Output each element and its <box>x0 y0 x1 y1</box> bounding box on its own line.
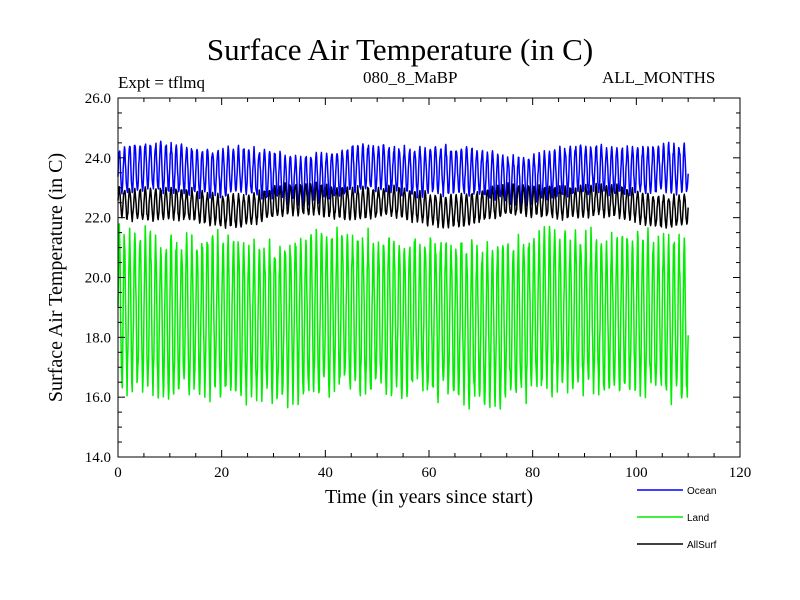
y-tick-label: 16.0 <box>85 390 111 406</box>
y-axis-label: Surface Air Temperature (in C) <box>45 153 67 402</box>
x-tick-label: 40 <box>318 465 333 481</box>
y-tick-label: 24.0 <box>85 151 111 167</box>
x-tick-label: 80 <box>525 465 540 481</box>
y-tick-label: 26.0 <box>85 91 111 107</box>
period-label: ALL_MONTHS <box>602 68 716 87</box>
y-tick-label: 22.0 <box>85 211 111 227</box>
x-tick-label: 0 <box>114 465 122 481</box>
x-axis-label: Time (in years since start) <box>325 486 533 508</box>
series-line-land <box>117 223 689 410</box>
x-tick-label: 120 <box>729 465 752 481</box>
x-tick-label: 20 <box>214 465 229 481</box>
series-line-allsurf <box>117 181 689 229</box>
experiment-label: Expt = tflmq <box>118 73 206 92</box>
legend-label-ocean: Ocean <box>687 486 716 497</box>
legend-label-allsurf: AllSurf <box>687 540 717 551</box>
legend-label-land: Land <box>687 513 709 524</box>
series-line-ocean <box>117 140 689 208</box>
x-tick-label: 60 <box>422 465 437 481</box>
y-tick-label: 18.0 <box>85 330 111 346</box>
chart-title: Surface Air Temperature (in C) <box>206 32 594 67</box>
y-tick-label: 20.0 <box>85 271 111 287</box>
y-tick-label: 14.0 <box>85 450 111 466</box>
chart-subtitle: 080_8_MaBP <box>363 68 458 87</box>
x-tick-label: 100 <box>625 465 648 481</box>
